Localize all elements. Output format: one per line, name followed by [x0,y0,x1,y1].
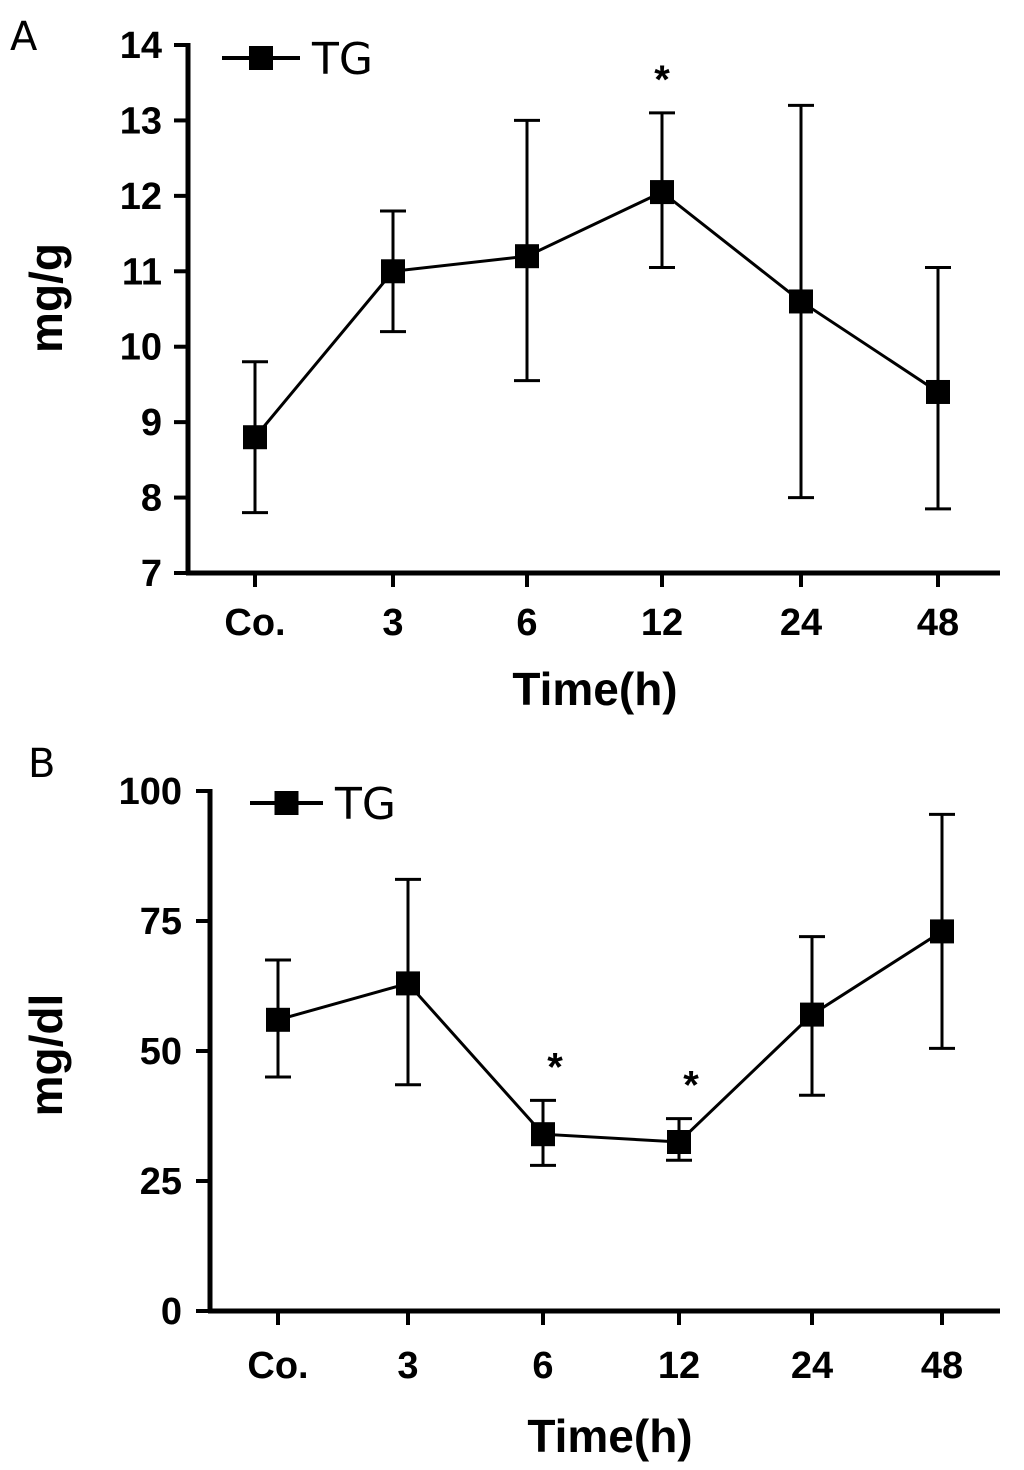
a-y-tick-label: 13 [120,100,162,142]
a-y-tick-label: 8 [141,478,162,520]
a-x-tick-label: 12 [641,602,683,644]
a-legend-marker [249,46,273,70]
a-legend-label: TG [311,34,373,85]
b-legend-marker [274,791,299,815]
a-x-axis-title: Time(h) [512,663,677,715]
b-y-tick-label: 75 [140,901,182,943]
b-panel-letter: B [28,741,55,787]
a-y-tick-label: 10 [120,327,162,369]
b-y-tick-label: 0 [161,1291,182,1333]
b-significance-marker: * [683,1064,699,1108]
b-x-tick-label: 3 [397,1345,418,1387]
b-x-axis-title: Time(h) [527,1410,692,1462]
b-y-tick-label: 50 [140,1031,182,1073]
chart-panel-b: 0 25 50 75 100 Co. 3 6 12 24 48 Time(h) mg/dl B TG * * [0,735,1024,1470]
a-x-tick-label: 6 [516,602,537,644]
b-x-tick-label: 12 [658,1345,700,1387]
b-significance-marker: * [547,1045,563,1089]
b-x-tick-label: 48 [921,1345,963,1387]
b-y-tick-label: 25 [140,1161,182,1203]
b-data-point [930,919,954,944]
b-x-tick-label: 24 [791,1345,833,1387]
b-series-line [277,930,943,1144]
a-significance-marker: * [654,58,670,102]
a-panel-letter: A [10,14,38,60]
a-y-tick-label: 7 [141,553,162,595]
a-data-point [381,259,405,284]
a-data-point [926,379,950,404]
b-x-tick-label: 6 [532,1345,553,1387]
b-legend-label: TG [334,779,396,830]
b-data-point [800,1002,824,1027]
a-y-tick-label: 14 [120,25,162,67]
b-y-axis-title: mg/dl [20,994,72,1117]
a-y-axis-title: mg/g [20,243,72,353]
b-data-point [531,1122,555,1147]
b-x-tick-label: Co. [247,1345,308,1387]
chart-a-svg: 7 8 9 10 11 12 13 14 Co. 3 6 12 24 48 Time(h) mg/g A TG * [10,14,1000,715]
b-data-point [266,1007,290,1032]
chart-b-svg: 0 25 50 75 100 Co. 3 6 12 24 48 Time(h) mg/dl B TG * * [20,741,1000,1462]
a-x-tick-label: 3 [382,602,403,644]
a-data-point [789,289,813,314]
a-x-tick-label: Co. [224,602,285,644]
b-data-point [396,971,420,996]
a-data-point [515,244,539,269]
a-y-tick-label: 11 [122,251,162,293]
b-y-tick-label: 100 [119,771,182,813]
chart-panel-a: 7 8 9 10 11 12 13 14 Co. 3 6 12 24 48 Time(h) mg/g A TG * [10,14,1000,715]
a-series-line [253,190,939,439]
a-x-tick-label: 48 [917,602,959,644]
a-x-tick-label: 24 [780,602,822,644]
a-y-tick-label: 12 [120,176,162,218]
a-data-point [243,425,267,450]
b-data-point [667,1130,691,1154]
a-data-point [650,180,674,205]
a-y-tick-label: 9 [141,402,162,444]
